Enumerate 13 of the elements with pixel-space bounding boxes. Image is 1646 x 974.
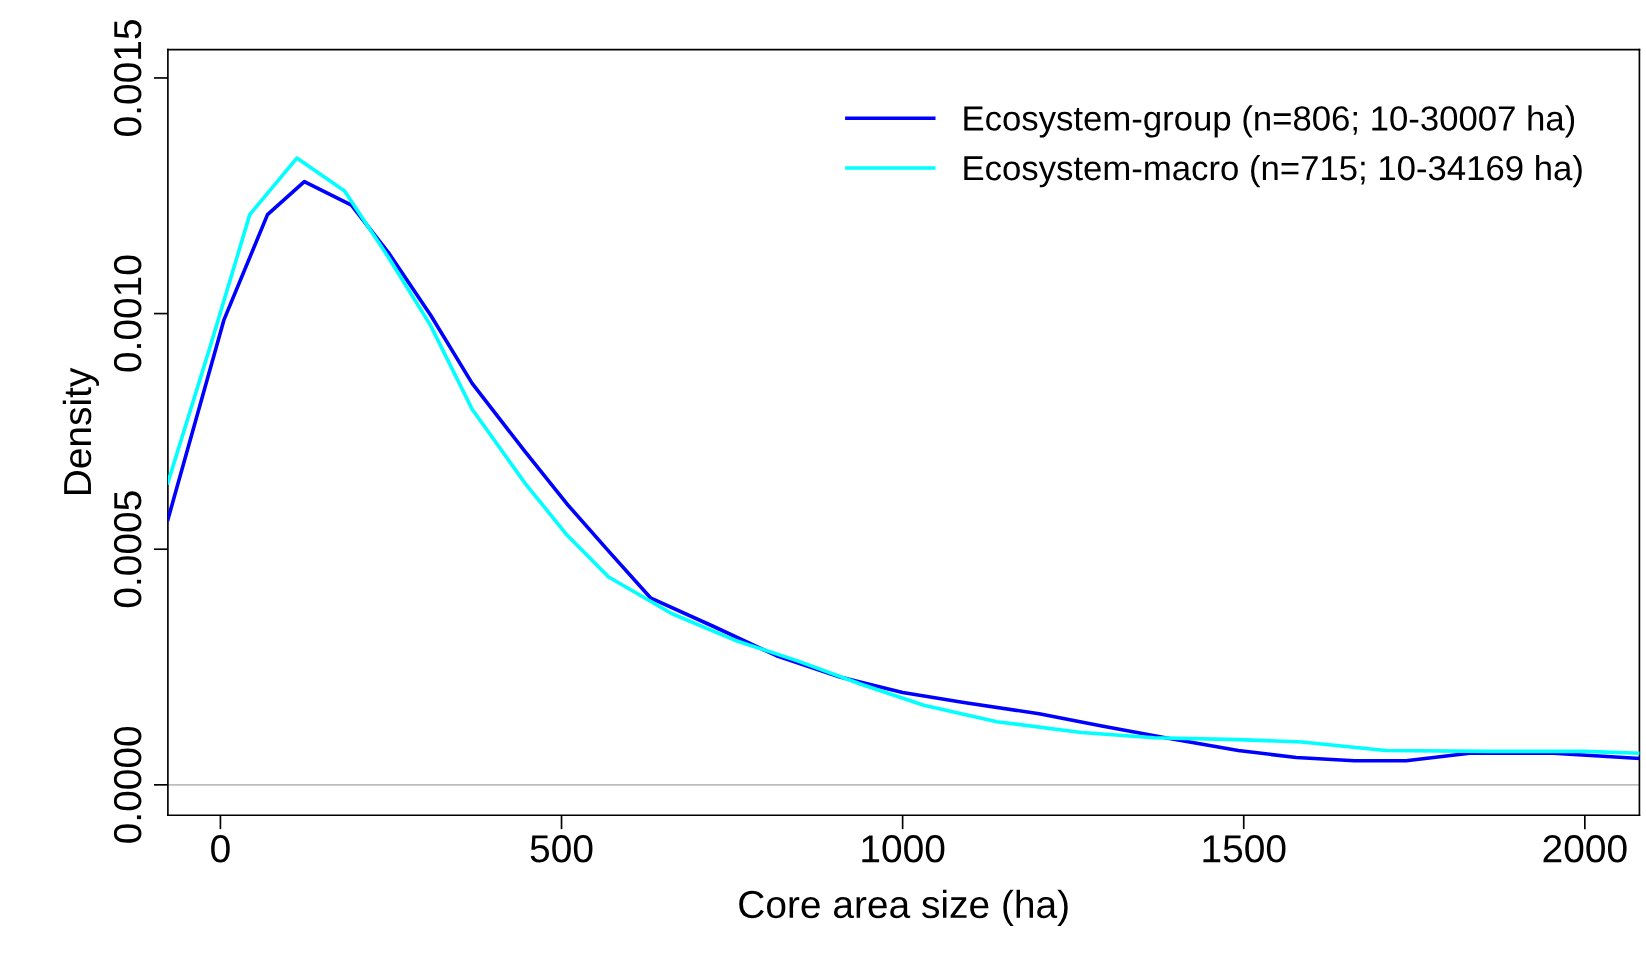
y-tick-label: 0.0005: [113, 491, 142, 608]
legend-label: Ecosystem-macro (n=715; 10-34169 ha): [964, 154, 1582, 188]
x-tick-label: 2000: [1543, 835, 1627, 863]
y-tick-label: 0.0000: [113, 726, 142, 843]
x-tick-label: 500: [530, 835, 593, 863]
x-axis-title: Core area size (ha): [739, 889, 1068, 926]
x-tick-label: 1000: [862, 835, 945, 863]
y-axis-title: Density: [62, 367, 99, 495]
x-tick-label: 0: [211, 835, 230, 863]
y-tick-label: 0.0015: [113, 20, 142, 136]
legend-label: Ecosystem-group (n=806; 10-30007 ha): [964, 105, 1575, 138]
y-tick-label: 0.0010: [113, 255, 142, 372]
x-tick-label: 1500: [1203, 835, 1286, 863]
